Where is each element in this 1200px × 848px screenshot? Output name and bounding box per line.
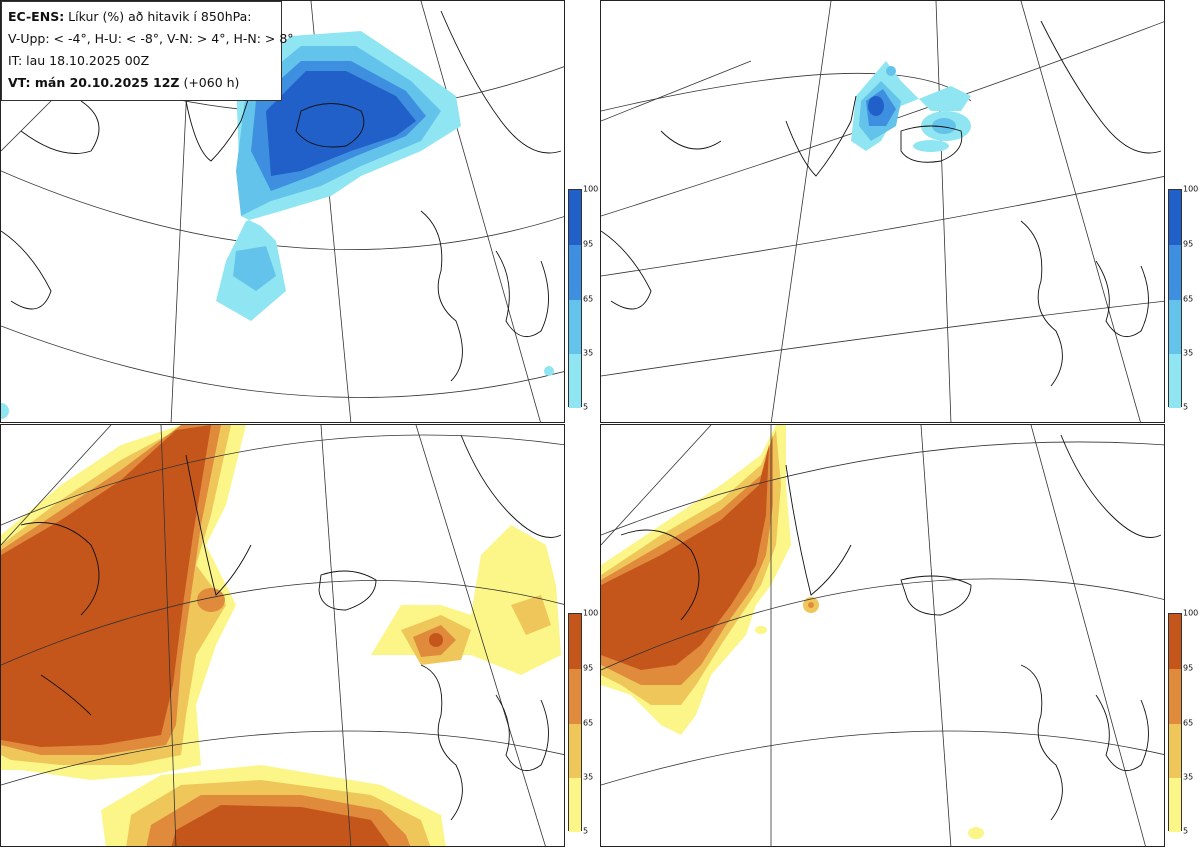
colorbar-segment xyxy=(1169,614,1181,669)
tick-label: 100 xyxy=(583,608,599,618)
colorbar-segment xyxy=(1169,778,1181,832)
colorbar-labels-bottom-right: 100 95 65 35 5 xyxy=(1183,609,1200,836)
product-name: EC-ENS: xyxy=(8,9,65,24)
graticule xyxy=(601,425,1164,846)
coastlines xyxy=(20,434,562,821)
map-top-left xyxy=(1,1,564,422)
colorbar-segment xyxy=(569,354,581,408)
anomaly-legend: V-Upp: < -4°, H-U: < -8°, V-N: > 4°, H-N… xyxy=(8,31,294,46)
tick-label: 65 xyxy=(583,294,594,304)
colorbar-segment xyxy=(569,190,581,245)
coastlines xyxy=(1,10,562,382)
warm-probability-field xyxy=(601,425,984,839)
colorbar-labels-top-right: 100 95 65 35 5 xyxy=(1183,185,1200,412)
coastlines xyxy=(601,20,1162,387)
tick-label: 35 xyxy=(1183,772,1194,782)
coastlines xyxy=(620,434,1162,821)
colorbar-warm-bottom-left xyxy=(568,613,582,832)
tick-label: 5 xyxy=(583,402,589,412)
map-panel-bottom-right xyxy=(600,424,1165,847)
colorbar-segment xyxy=(569,614,581,669)
colorbar-segment xyxy=(569,245,581,300)
tick-label: 100 xyxy=(1183,608,1199,618)
title-text: Líkur (%) að hitavik í 850hPa: xyxy=(64,9,252,24)
colorbar-segment xyxy=(1169,724,1181,778)
tick-label: 5 xyxy=(583,826,589,836)
init-time: IT: lau 18.10.2025 00Z xyxy=(8,53,150,68)
map-bottom-right xyxy=(601,425,1164,846)
warm-probability-field xyxy=(1,425,561,846)
colorbar-segment xyxy=(569,724,581,778)
tick-label: 95 xyxy=(1183,239,1194,249)
graticule xyxy=(601,1,1164,422)
tick-label: 65 xyxy=(583,718,594,728)
colorbar-segment xyxy=(1169,300,1181,354)
cold-probability-field xyxy=(851,61,971,152)
map-bottom-left xyxy=(1,425,564,846)
map-panel-bottom-left xyxy=(0,424,565,847)
tick-label: 35 xyxy=(583,348,594,358)
graticule xyxy=(1,425,564,846)
tick-label: 95 xyxy=(583,239,594,249)
tick-label: 5 xyxy=(1183,402,1189,412)
colorbar-warm-bottom-right xyxy=(1168,613,1182,832)
colorbar-segment xyxy=(569,778,581,832)
tick-label: 35 xyxy=(1183,348,1194,358)
lead-time: (+060 h) xyxy=(179,75,240,90)
valid-time: VT: mán 20.10.2025 12Z xyxy=(8,75,180,90)
colorbar-segment xyxy=(569,669,581,724)
colorbar-segment xyxy=(1169,354,1181,408)
colorbar-labels-top-left: 100 95 65 35 5 xyxy=(583,185,607,412)
colorbar-segment xyxy=(1169,245,1181,300)
colorbar-cold-top-right xyxy=(1168,189,1182,408)
colorbar-segment xyxy=(1169,669,1181,724)
tick-label: 65 xyxy=(1183,294,1194,304)
tick-label: 95 xyxy=(1183,663,1194,673)
colorbar-segment xyxy=(569,300,581,354)
tick-label: 65 xyxy=(1183,718,1194,728)
colorbar-segment xyxy=(1169,190,1181,245)
tick-label: 100 xyxy=(1183,184,1199,194)
tick-label: 5 xyxy=(1183,826,1189,836)
tick-label: 100 xyxy=(583,184,599,194)
title-box: EC-ENS: Líkur (%) að hitavik í 850hPa: V… xyxy=(1,1,294,101)
map-panel-top-right xyxy=(600,0,1165,423)
map-top-right xyxy=(601,1,1164,422)
colorbar-cold-top-left xyxy=(568,189,582,408)
tick-label: 95 xyxy=(583,663,594,673)
colorbar-labels-bottom-left: 100 95 65 35 5 xyxy=(583,609,607,836)
tick-label: 35 xyxy=(583,772,594,782)
map-panel-top-left: EC-ENS: Líkur (%) að hitavik í 850hPa: V… xyxy=(0,0,565,423)
cold-probability-field xyxy=(1,31,554,419)
